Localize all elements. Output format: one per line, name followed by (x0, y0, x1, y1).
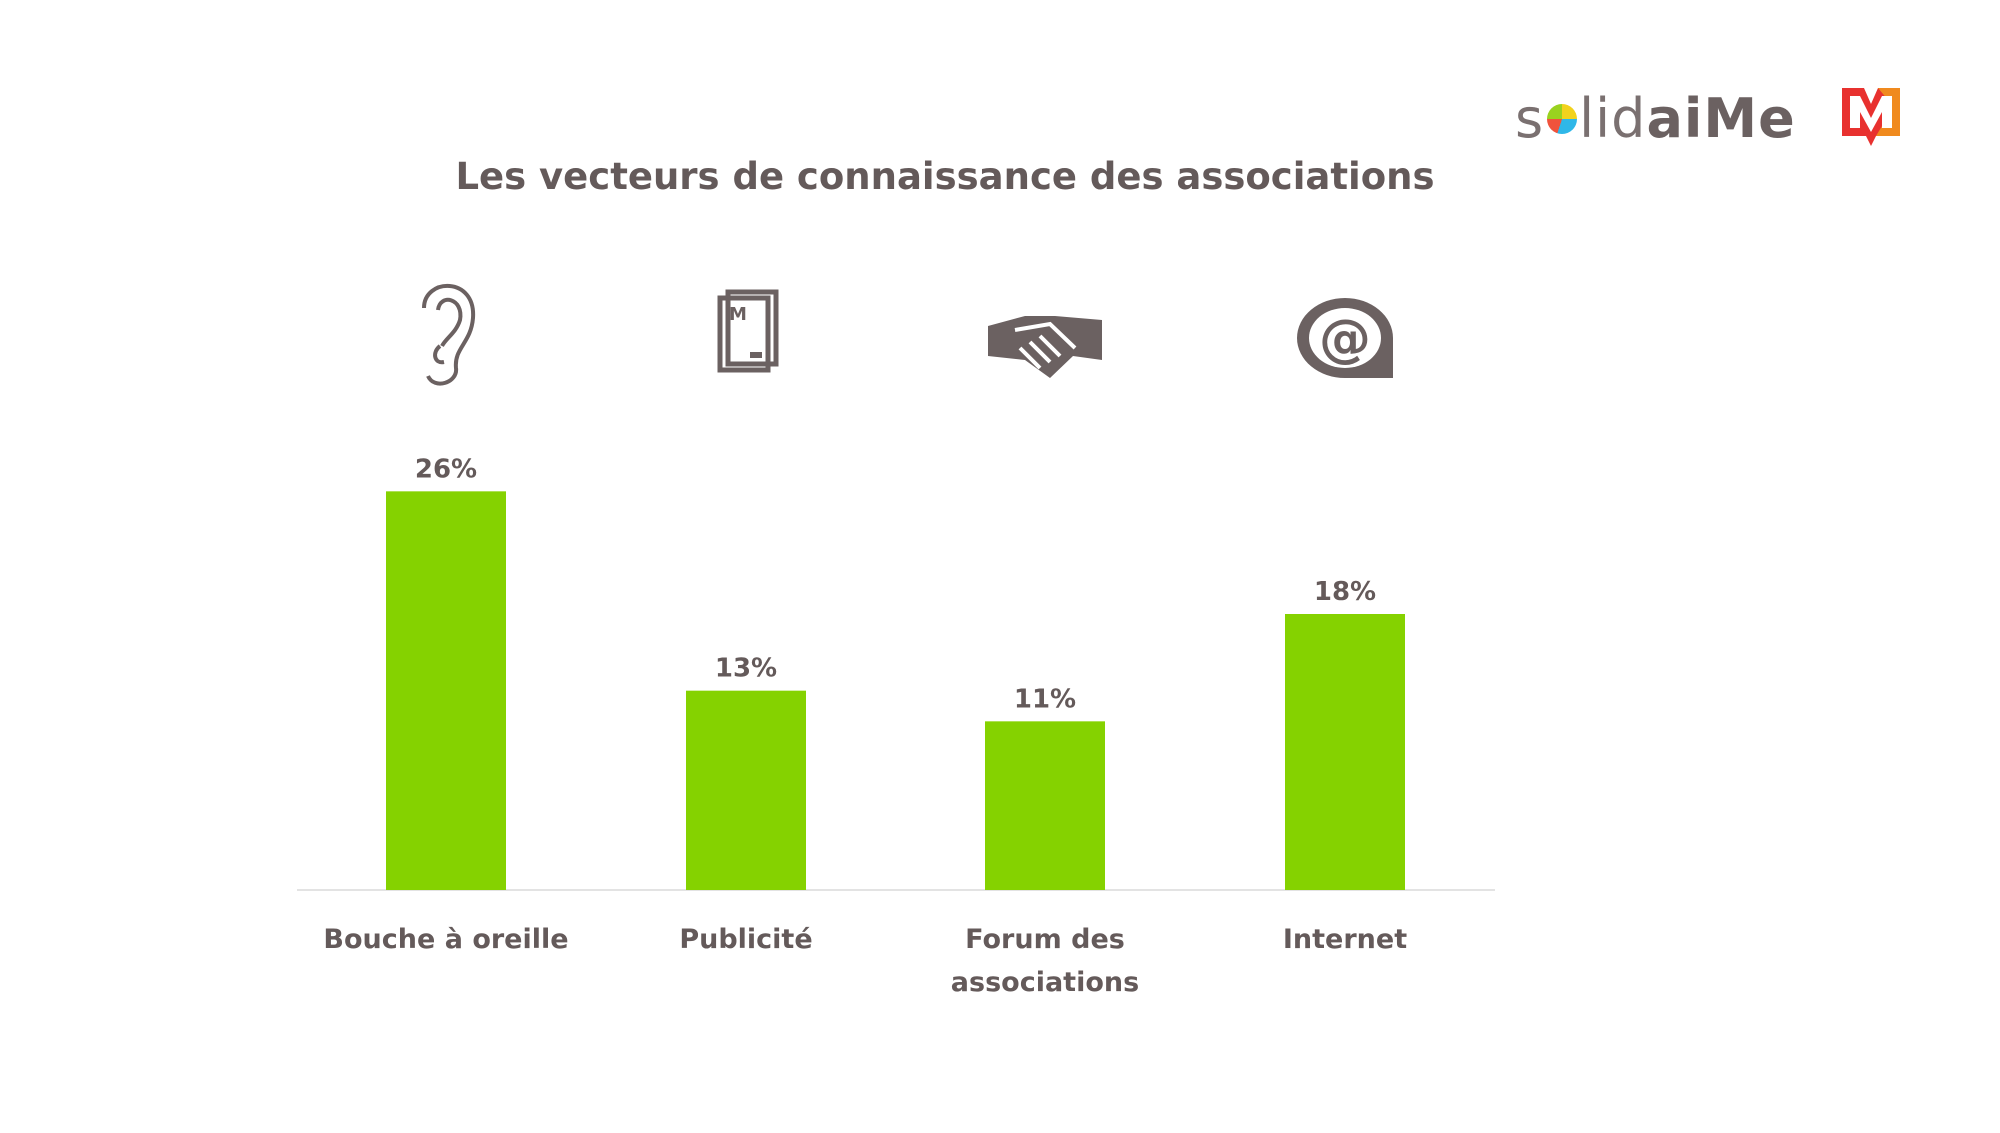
logo-text-part2: lid (1579, 87, 1647, 150)
x-tick-label-3: Internet (1215, 918, 1475, 961)
data-label-1: 13% (715, 654, 777, 684)
x-tick-label-1: Publicité (616, 918, 876, 961)
newspaper-icon: M (717, 289, 779, 373)
bar-1 (686, 690, 806, 890)
bar-3 (1285, 614, 1405, 890)
x-tick-label-line: Internet (1282, 924, 1408, 955)
bar-2 (985, 721, 1105, 890)
solidaime-logo: s lid aiMe (1515, 92, 1796, 162)
data-label-0: 26% (415, 454, 477, 484)
m-logo-icon (1842, 88, 1900, 146)
bar-0 (386, 491, 506, 890)
x-tick-label-line: Forum des (965, 924, 1125, 955)
logo-text-part1: s (1515, 87, 1545, 150)
logo-dot-icon (1547, 104, 1578, 134)
svg-text:M: M (729, 304, 747, 325)
x-tick-label-line: associations (950, 967, 1140, 998)
chart-title: Les vecteurs de connaissance des associa… (455, 155, 1435, 198)
data-label-3: 18% (1314, 577, 1376, 607)
handshake-icon (988, 316, 1102, 378)
at-sign-icon: @ (1297, 298, 1393, 378)
x-tick-label-line: Bouche à oreille (323, 924, 569, 955)
data-label-2: 11% (1014, 684, 1076, 714)
ear-icon (422, 284, 476, 386)
x-tick-label-0: Bouche à oreille (316, 918, 576, 961)
x-tick-label-line: Publicité (679, 924, 813, 955)
logo-text-part3: aiMe (1646, 87, 1796, 150)
svg-text:@: @ (1319, 309, 1371, 369)
x-tick-label-2: Forum des associations (915, 918, 1175, 1004)
